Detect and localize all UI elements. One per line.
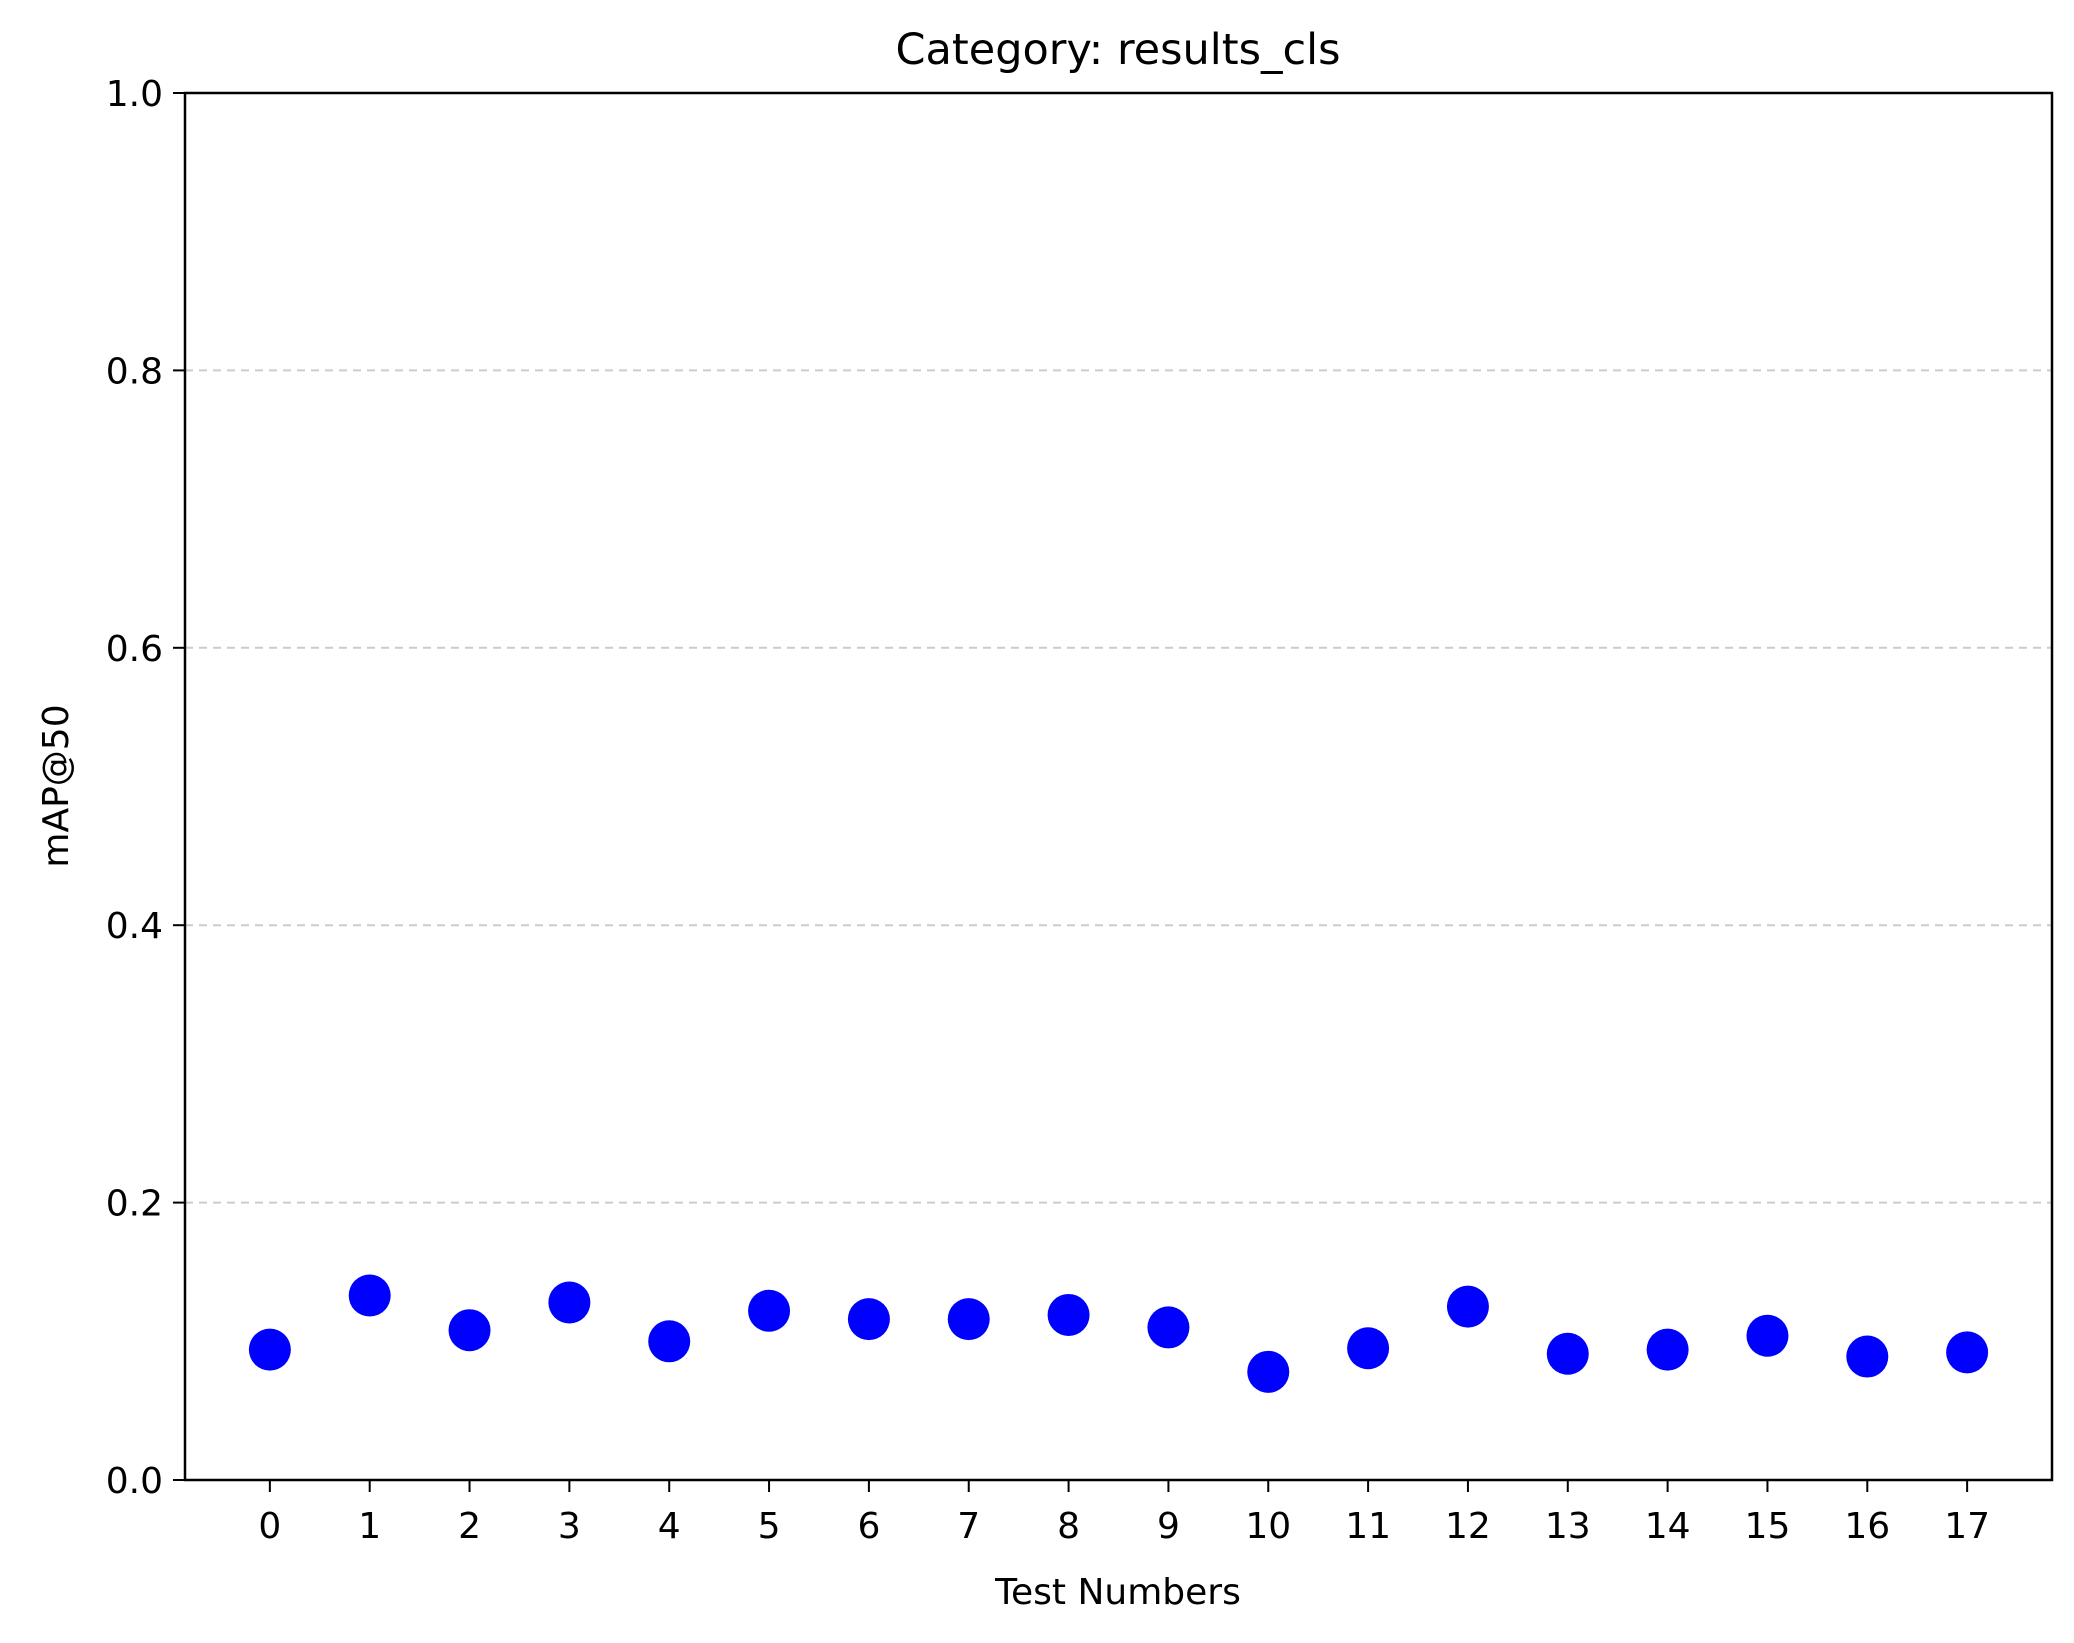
x-axis: 0 1 2 3 4 5 6 7 8 9 10 11 12 13 14 15 16 17 [258, 1480, 1990, 1547]
gridlines [185, 369, 2052, 1204]
data-point [1047, 1293, 1090, 1336]
y-axis-label: mAP@50 [36, 704, 77, 867]
x-tick-label: 1 [358, 1506, 381, 1547]
data-point [648, 1320, 691, 1363]
data-points [248, 1274, 1989, 1393]
x-tick-label: 16 [1844, 1506, 1890, 1547]
data-point [1247, 1350, 1290, 1393]
x-tick-label: 8 [1057, 1506, 1080, 1547]
data-point [448, 1309, 491, 1352]
chart-title: Category: results_cls [896, 25, 1341, 75]
x-tick-label: 6 [857, 1506, 880, 1547]
x-tick-label: 3 [558, 1506, 581, 1547]
x-tick-label: 15 [1745, 1506, 1791, 1547]
data-point [1147, 1306, 1190, 1349]
x-tick-label: 13 [1545, 1506, 1591, 1547]
data-point [248, 1328, 291, 1371]
x-tick-label: 7 [957, 1506, 980, 1547]
data-point [1546, 1332, 1589, 1375]
x-tick-label: 11 [1345, 1506, 1391, 1547]
x-tick-label: 0 [258, 1506, 281, 1547]
data-point [548, 1281, 591, 1324]
y-tick-label: 0.4 [106, 906, 163, 947]
x-tick-label: 2 [458, 1506, 481, 1547]
data-point [847, 1298, 890, 1341]
x-axis-label: Test Numbers [994, 1572, 1241, 1613]
x-tick-label: 10 [1245, 1506, 1291, 1547]
data-point [1347, 1327, 1390, 1370]
x-tick-label: 9 [1157, 1506, 1180, 1547]
data-point [1446, 1285, 1489, 1328]
x-tick-label: 17 [1944, 1506, 1990, 1547]
y-tick-label: 0.8 [106, 351, 163, 392]
data-point [1846, 1335, 1889, 1378]
data-point [1746, 1314, 1789, 1357]
y-tick-label: 1.0 [106, 74, 163, 115]
data-point [748, 1289, 791, 1332]
plot-frame [183, 91, 2054, 1482]
data-point [1646, 1328, 1689, 1371]
y-tick-label: 0.2 [106, 1184, 163, 1225]
y-tick-label: 0.6 [106, 629, 163, 670]
data-point [947, 1298, 990, 1341]
data-point [348, 1274, 391, 1317]
y-tick-label: 0.0 [106, 1461, 163, 1502]
x-tick-label: 4 [658, 1506, 681, 1547]
y-axis: 0.0 0.2 0.4 0.6 0.8 1.0 [106, 74, 185, 1502]
x-tick-label: 12 [1445, 1506, 1491, 1547]
data-point [1946, 1331, 1989, 1374]
x-tick-label: 14 [1645, 1506, 1691, 1547]
x-tick-label: 5 [758, 1506, 781, 1547]
